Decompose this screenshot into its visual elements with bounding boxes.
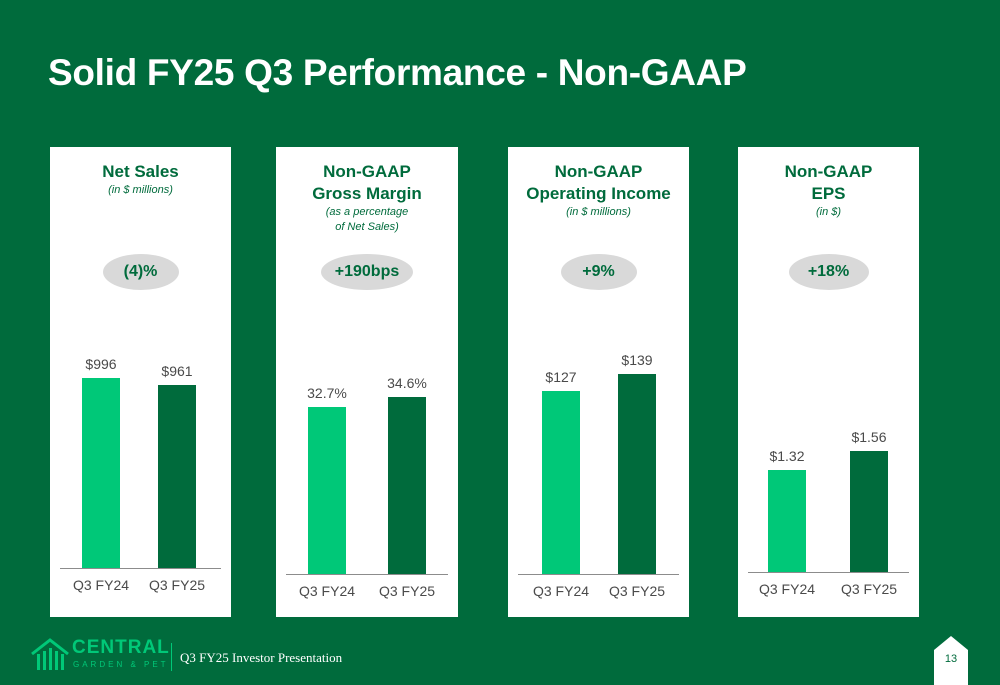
bar-q3-fy25 (618, 374, 656, 574)
bar-q3-fy24 (82, 378, 120, 568)
bar-value-label: $1.32 (769, 447, 805, 464)
footer-text: Q3 FY25 Investor Presentation (180, 650, 343, 665)
logo-icon (31, 638, 69, 670)
category-label: Q3 FY24 (72, 577, 130, 593)
bar-value-label: 32.7% (307, 384, 347, 401)
slide-title: Solid FY25 Q3 Performance - Non-GAAP (48, 52, 747, 93)
footer-divider (171, 643, 172, 671)
bar-q3-fy25 (850, 451, 888, 572)
bar-value-label: $1.56 (851, 429, 887, 445)
bar-value-label: $996 (85, 356, 117, 372)
category-label: Q3 FY25 (608, 583, 666, 599)
chart-panel: Non-GAAP EPS (in $) +18% $1.32 Q3 FY24 $1.56 Q3… (738, 147, 919, 617)
bar-q3-fy25 (158, 384, 196, 568)
category-label: Q3 FY24 (758, 581, 816, 597)
change-pill: +9% (560, 254, 637, 290)
change-pill: +18% (788, 254, 869, 290)
axis-baseline (748, 572, 909, 573)
change-pill: +190bps (321, 254, 413, 290)
bar-value-label: 34.6% (387, 375, 427, 391)
chart-subtitle: (in $ millions) (108, 184, 173, 196)
category-label: Q3 FY24 (532, 583, 590, 599)
change-pill: (4)% (102, 254, 179, 290)
chart-title: Non-GAAP EPS (784, 162, 873, 203)
chart-panel: Net Sales (in $ millions) (4)% $996 Q3 FY24 $… (50, 147, 231, 617)
chart-title: Net Sales (102, 162, 179, 181)
chart-panel: Non-GAAP Operating Income (in $ millions) +… (508, 147, 689, 617)
logo-tagline: GARDEN & PET (73, 660, 169, 669)
chart-title: Non-GAAP Gross Margin (312, 162, 422, 203)
bar-q3-fy24 (768, 469, 806, 572)
axis-baseline (286, 574, 448, 575)
chart-subtitle: (as a percentage of Net Sales) (325, 206, 409, 233)
bar-value-label: $127 (545, 369, 577, 386)
bar-value-label: $961 (161, 362, 193, 379)
axis-baseline (60, 568, 221, 569)
category-label: Q3 FY25 (148, 577, 206, 593)
bar-q3-fy24 (542, 391, 580, 574)
bar-value-label: $139 (621, 352, 653, 368)
axis-baseline (518, 574, 679, 575)
chart-title: Non-GAAP Operating Income (526, 162, 671, 203)
page-number-badge (934, 636, 968, 685)
chart-subtitle: (in $ millions) (566, 206, 631, 218)
bar-q3-fy24 (308, 406, 346, 574)
bar-q3-fy25 (388, 397, 426, 574)
page-number: 13 (944, 653, 958, 665)
chart-subtitle: (in $) (815, 206, 842, 218)
chart-panel: Non-GAAP Gross Margin (as a percentage of N… (276, 147, 458, 617)
category-label: Q3 FY25 (840, 581, 898, 597)
category-label: Q3 FY25 (378, 583, 436, 599)
logo-wordmark: CENTRAL (72, 637, 170, 658)
category-label: Q3 FY24 (298, 583, 356, 599)
